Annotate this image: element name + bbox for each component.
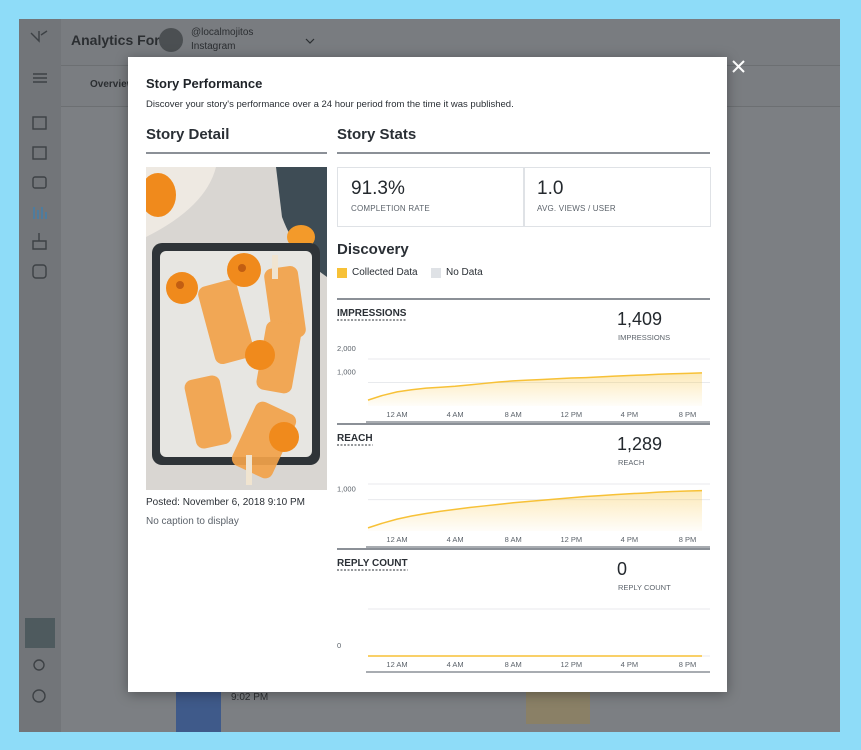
sidebar-icons (25, 30, 55, 703)
help-icon[interactable] (32, 689, 46, 703)
story-image (146, 167, 327, 490)
x-tick-label: 12 PM (560, 410, 582, 419)
area-line (367, 489, 703, 529)
chart-total-label: IMPRESSIONS (618, 333, 670, 342)
y-tick-label: 1,000 (337, 485, 356, 494)
instagram-icon[interactable] (32, 264, 47, 279)
stat-card: 91.3% COMPLETION RATE (337, 167, 525, 227)
legend-swatch (431, 268, 441, 278)
y-tick-label: 0 (337, 641, 341, 650)
list-thumbnail (176, 686, 221, 732)
section-heading: Story Detail (146, 126, 230, 143)
chart-title: REPLY COUNT (337, 558, 408, 569)
x-tick-label: 4 AM (447, 660, 464, 669)
x-tick-label: 12 AM (386, 660, 407, 669)
settings-icon[interactable] (33, 659, 45, 671)
chart: REPLY COUNT 0 REPLY COUNT 0 12 AM 4 AM 8 AM 12 … (337, 548, 710, 673)
menu-icon[interactable] (33, 73, 47, 83)
analytics-icon[interactable] (33, 207, 47, 219)
dropdown-chevron[interactable] (305, 37, 315, 45)
stat-label: COMPLETION RATE (351, 204, 430, 213)
modal-title: Story Performance (146, 76, 263, 91)
account-platform: Instagram (191, 41, 236, 52)
divider (337, 152, 710, 154)
tab-overview[interactable]: Overview (90, 79, 135, 90)
x-tick-label: 4 PM (621, 535, 639, 544)
x-tick-label: 8 AM (505, 660, 522, 669)
x-tick-label: 12 AM (386, 535, 407, 544)
chart-total-label: REACH (618, 458, 644, 467)
stories-icon[interactable] (32, 176, 47, 189)
area-fill (368, 490, 702, 531)
chart-total: 1,409 (617, 309, 662, 329)
divider (146, 152, 327, 154)
stat-label: AVG. VIEWS / USER (537, 204, 616, 213)
logo (30, 30, 48, 43)
section-heading: Discovery (337, 241, 409, 258)
stat-card: 1.0 AVG. VIEWS / USER (523, 167, 711, 227)
user-avatar[interactable] (25, 618, 55, 648)
chart-title: IMPRESSIONS (337, 308, 407, 319)
gallery-icon[interactable] (32, 146, 47, 160)
chart-total: 0 (617, 559, 627, 579)
legend-label: No Data (446, 267, 483, 278)
account-name[interactable]: @localmojitos (191, 27, 254, 38)
account-avatar (159, 28, 183, 52)
chart-total-label: REPLY COUNT (618, 583, 671, 592)
area-fill (368, 372, 702, 406)
x-tick-label: 8 PM (679, 660, 697, 669)
stat-value: 1.0 (537, 178, 564, 199)
x-tick-label: 12 AM (386, 410, 407, 419)
x-tick-label: 8 PM (679, 410, 697, 419)
list-thumbnail (526, 691, 590, 724)
chart: REACH 1,289 REACH 1,000 12 AM 4 AM 8 AM 12 PM 4 … (337, 423, 710, 548)
close-button[interactable] (731, 59, 747, 75)
posted-date: Posted: November 6, 2018 9:10 PM (146, 497, 305, 508)
app-title: Analytics For (71, 32, 160, 48)
x-tick-label: 4 AM (447, 410, 464, 419)
legend-label: Collected Data (352, 267, 418, 278)
chart: IMPRESSIONS 1,409 IMPRESSIONS 1,000 2,000 12 … (337, 298, 710, 423)
modal: Story Performance Discover your story's … (128, 57, 727, 692)
x-tick-label: 12 PM (560, 535, 582, 544)
section-heading: Story Stats (337, 126, 417, 143)
y-tick-label: 2,000 (337, 344, 356, 353)
y-tick-label: 1,000 (337, 368, 356, 377)
list-time: 9:02 PM (231, 692, 269, 703)
x-tick-label: 12 PM (560, 660, 582, 669)
chart-title: REACH (337, 433, 373, 444)
area-line (367, 372, 703, 401)
calendar-icon[interactable] (32, 116, 47, 130)
x-tick-label: 4 AM (447, 535, 464, 544)
stat-value: 91.3% (351, 178, 405, 199)
download-icon[interactable] (32, 233, 47, 250)
caption: No caption to display (146, 516, 239, 527)
x-tick-label: 4 PM (621, 660, 639, 669)
x-tick-label: 8 PM (679, 535, 697, 544)
chart-total: 1,289 (617, 434, 662, 454)
x-tick-label: 8 AM (505, 410, 522, 419)
x-tick-label: 8 AM (505, 535, 522, 544)
modal-subtitle: Discover your story's performance over a… (146, 99, 514, 110)
legend-swatch (337, 268, 347, 278)
sidebar (19, 19, 61, 732)
x-tick-label: 4 PM (621, 410, 639, 419)
